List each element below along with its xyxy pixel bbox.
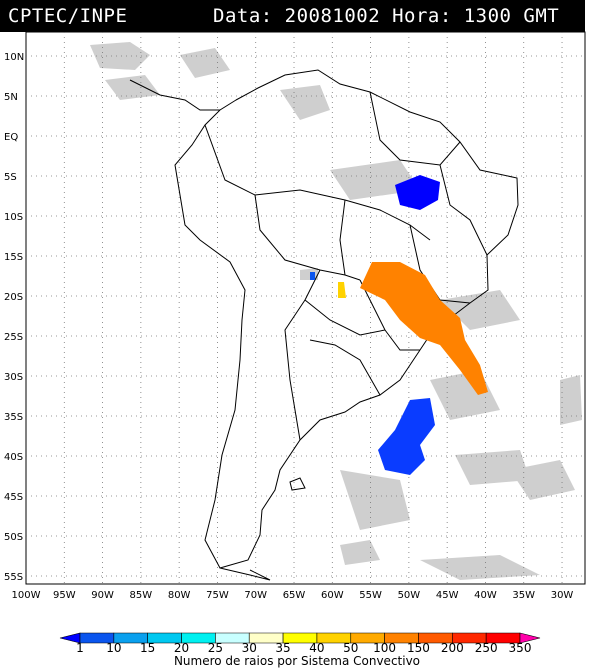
latitude-label: 20S (4, 292, 23, 303)
header-bar: CPTEC/INPE Data: 20081002 Hora: 1300 GMT (0, 0, 585, 32)
longitude-label: 80W (168, 590, 191, 601)
colorbar-label: 35 (275, 641, 290, 655)
colorbar-label: 100 (373, 641, 396, 655)
longitude-labels: 100W 95W 90W 85W 80W 75W 70W 65W 60W 55W 50W 45W 40W… (12, 590, 574, 601)
colorbar-label: 200 (441, 641, 464, 655)
convective-system-paraguay (338, 282, 346, 298)
convective-system-south-atlantic (378, 398, 435, 475)
latitude-label: 45S (4, 492, 23, 503)
longitude-label: 60W (321, 590, 344, 601)
header-datetime: Data: 20081002 Hora: 1300 GMT (213, 5, 560, 27)
colorbar-label: 50 (343, 641, 358, 655)
longitude-label: 100W (12, 590, 41, 601)
latitude-labels: 10N 5N EQ 5S 10S 15S 20S 25S 30S 35S 40S 45S 50S 55S (4, 52, 24, 583)
colorbar-label: 30 (242, 641, 257, 655)
latitude-label: 25S (4, 332, 23, 343)
convective-system-se-brazil (360, 262, 488, 395)
latitude-label: 35S (4, 412, 23, 423)
colorbar-swatch (519, 632, 541, 644)
colorbar-label: 15 (140, 641, 155, 655)
colorbar-label: 20 (174, 641, 189, 655)
latitude-label: EQ (4, 132, 18, 143)
latitude-label: 55S (4, 572, 23, 583)
colorbar: 1 10 15 20 25 30 35 40 50 100 150 200 250 350 (59, 632, 541, 655)
colorbar-label: 25 (208, 641, 223, 655)
colorbar-label: 40 (309, 641, 324, 655)
convective-system-bolivia (310, 272, 315, 280)
longitude-label: 65W (283, 590, 306, 601)
longitude-label: 70W (244, 590, 267, 601)
latitude-label: 40S (4, 452, 23, 463)
latitude-label: 5N (4, 92, 18, 103)
longitude-label: 40W (474, 590, 497, 601)
colorbar-label: 150 (407, 641, 430, 655)
colorbar-title: Numero de raios por Sistema Convectivo (174, 654, 420, 668)
latitude-label: 50S (4, 532, 23, 543)
longitude-label: 85W (130, 590, 153, 601)
longitude-label: 55W (359, 590, 382, 601)
colorbar-label: 350 (509, 641, 532, 655)
latitude-label: 5S (4, 172, 17, 183)
latitude-label: 15S (4, 252, 23, 263)
latitude-label: 30S (4, 372, 23, 383)
header-source: CPTEC/INPE (8, 5, 128, 27)
colorbar-label: 250 (475, 641, 498, 655)
longitude-label: 95W (53, 590, 76, 601)
longitude-label: 50W (398, 590, 421, 601)
latitude-label: 10N (4, 52, 24, 63)
longitude-label: 45W (436, 590, 459, 601)
colorbar-label: 1 (76, 641, 84, 655)
longitude-label: 75W (206, 590, 229, 601)
longitude-label: 30W (551, 590, 574, 601)
longitude-label: 90W (91, 590, 114, 601)
latitude-label: 10S (4, 212, 23, 223)
convective-system-ne-brazil (395, 175, 440, 210)
longitude-label: 35W (512, 590, 535, 601)
colorbar-label: 10 (106, 641, 121, 655)
coastline (129, 69, 519, 581)
